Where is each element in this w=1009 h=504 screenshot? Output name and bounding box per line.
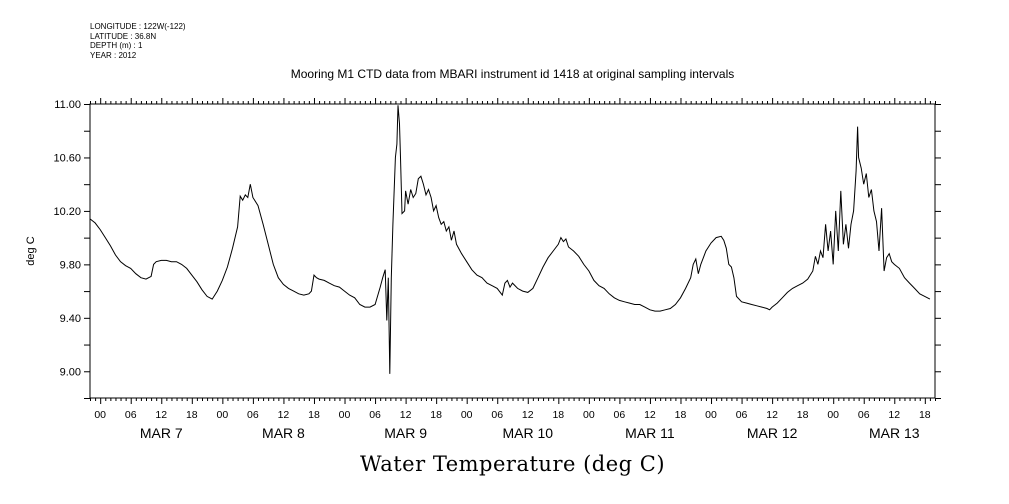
x-hour-label: 00 xyxy=(827,409,839,421)
x-hour-label: 12 xyxy=(522,409,534,421)
x-hour-label: 00 xyxy=(583,409,595,421)
x-day-label: MAR 9 xyxy=(384,425,427,441)
x-day-label: MAR 10 xyxy=(502,425,553,441)
x-hour-label: 00 xyxy=(217,409,229,421)
x-hour-label: 18 xyxy=(919,409,931,421)
x-hour-label: 12 xyxy=(888,409,900,421)
y-tick-label: 11.00 xyxy=(54,99,81,111)
x-hour-label: 00 xyxy=(705,409,717,421)
variable-label: Water Temperature (deg C) xyxy=(359,452,666,476)
x-hour-label: 06 xyxy=(736,409,748,421)
x-hour-label: 18 xyxy=(675,409,687,421)
y-tick-label: 9.00 xyxy=(60,366,81,378)
x-hour-label: 06 xyxy=(614,409,626,421)
x-day-label: MAR 7 xyxy=(140,425,183,441)
y-tick-label: 9.40 xyxy=(60,313,81,325)
x-hour-label: 12 xyxy=(155,409,167,421)
x-hour-label: 00 xyxy=(94,409,106,421)
x-day-label: MAR 8 xyxy=(262,425,305,441)
y-axis-label: deg C xyxy=(25,236,37,265)
x-hour-label: 12 xyxy=(644,409,656,421)
x-hour-label: 18 xyxy=(430,409,442,421)
metadata-block: LONGITUDE : 122W(-122) LATITUDE : 36.8N … xyxy=(90,22,186,60)
y-tick-label: 10.20 xyxy=(53,206,81,218)
x-hour-label: 00 xyxy=(339,409,351,421)
plot-frame xyxy=(89,103,936,399)
x-hour-label: 12 xyxy=(766,409,778,421)
y-tick-label: 9.80 xyxy=(60,259,81,271)
x-hour-label: 06 xyxy=(247,409,259,421)
x-hour-label: 18 xyxy=(797,409,809,421)
chart-title: Mooring M1 CTD data from MBARI instrumen… xyxy=(290,67,735,81)
temperature-series-line xyxy=(89,105,931,374)
x-hour-label: 06 xyxy=(858,409,870,421)
x-day-label: MAR 12 xyxy=(747,425,798,441)
x-hour-label: 18 xyxy=(308,409,320,421)
x-hour-label: 00 xyxy=(461,409,473,421)
x-hour-label: 18 xyxy=(552,409,564,421)
latitude-label: LATITUDE : 36.8N xyxy=(90,31,157,41)
y-tick-label: 10.60 xyxy=(53,152,81,164)
x-hour-label: 06 xyxy=(369,409,381,421)
x-hour-label: 18 xyxy=(186,409,198,421)
x-hour-label: 06 xyxy=(125,409,137,421)
depth-label: DEPTH (m) : 1 xyxy=(90,41,143,50)
x-hour-label: 06 xyxy=(491,409,503,421)
longitude-label: LONGITUDE : 122W(-122) xyxy=(90,22,186,31)
x-hour-label: 12 xyxy=(278,409,290,421)
year-label: YEAR : 2012 xyxy=(90,50,137,60)
x-day-label: MAR 11 xyxy=(625,425,675,441)
x-day-label: MAR 13 xyxy=(869,425,920,441)
x-hour-label: 12 xyxy=(400,409,412,421)
